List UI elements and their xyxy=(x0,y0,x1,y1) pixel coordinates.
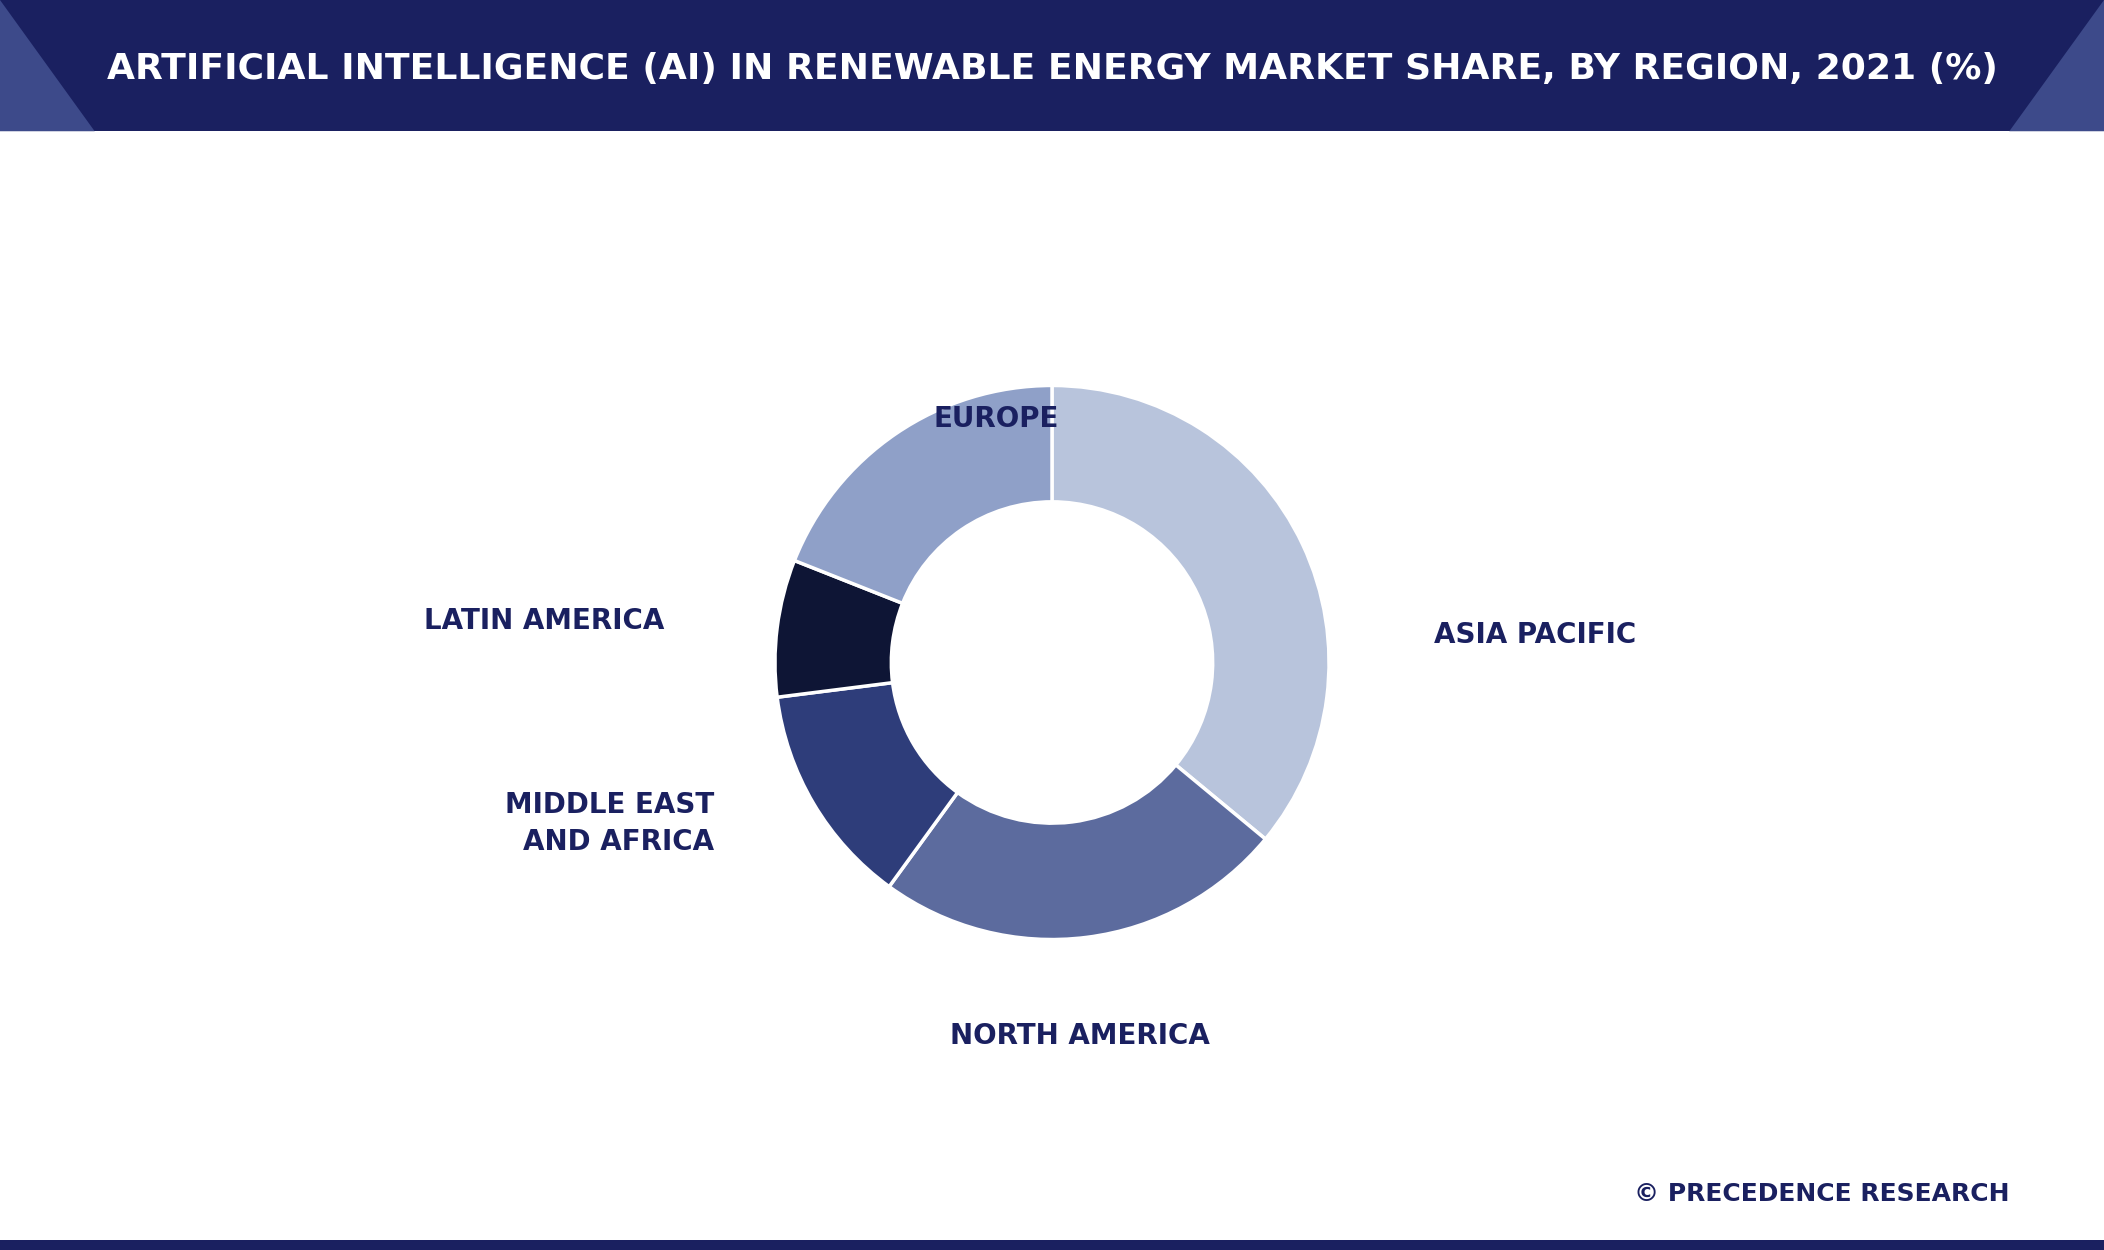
Wedge shape xyxy=(795,385,1052,604)
Text: ARTIFICIAL INTELLIGENCE (AI) IN RENEWABLE ENERGY MARKET SHARE, BY REGION, 2021 (: ARTIFICIAL INTELLIGENCE (AI) IN RENEWABL… xyxy=(107,51,1997,86)
Wedge shape xyxy=(890,765,1265,940)
Wedge shape xyxy=(776,682,957,886)
Text: MIDDLE EAST
AND AFRICA: MIDDLE EAST AND AFRICA xyxy=(505,791,713,855)
Text: LATIN AMERICA: LATIN AMERICA xyxy=(423,608,665,635)
Wedge shape xyxy=(774,560,903,698)
Text: © PRECEDENCE RESEARCH: © PRECEDENCE RESEARCH xyxy=(1635,1182,2009,1206)
Wedge shape xyxy=(1052,385,1330,839)
Text: NORTH AMERICA: NORTH AMERICA xyxy=(949,1022,1210,1050)
Text: ASIA PACIFIC: ASIA PACIFIC xyxy=(1435,621,1637,649)
Text: EUROPE: EUROPE xyxy=(934,405,1058,432)
